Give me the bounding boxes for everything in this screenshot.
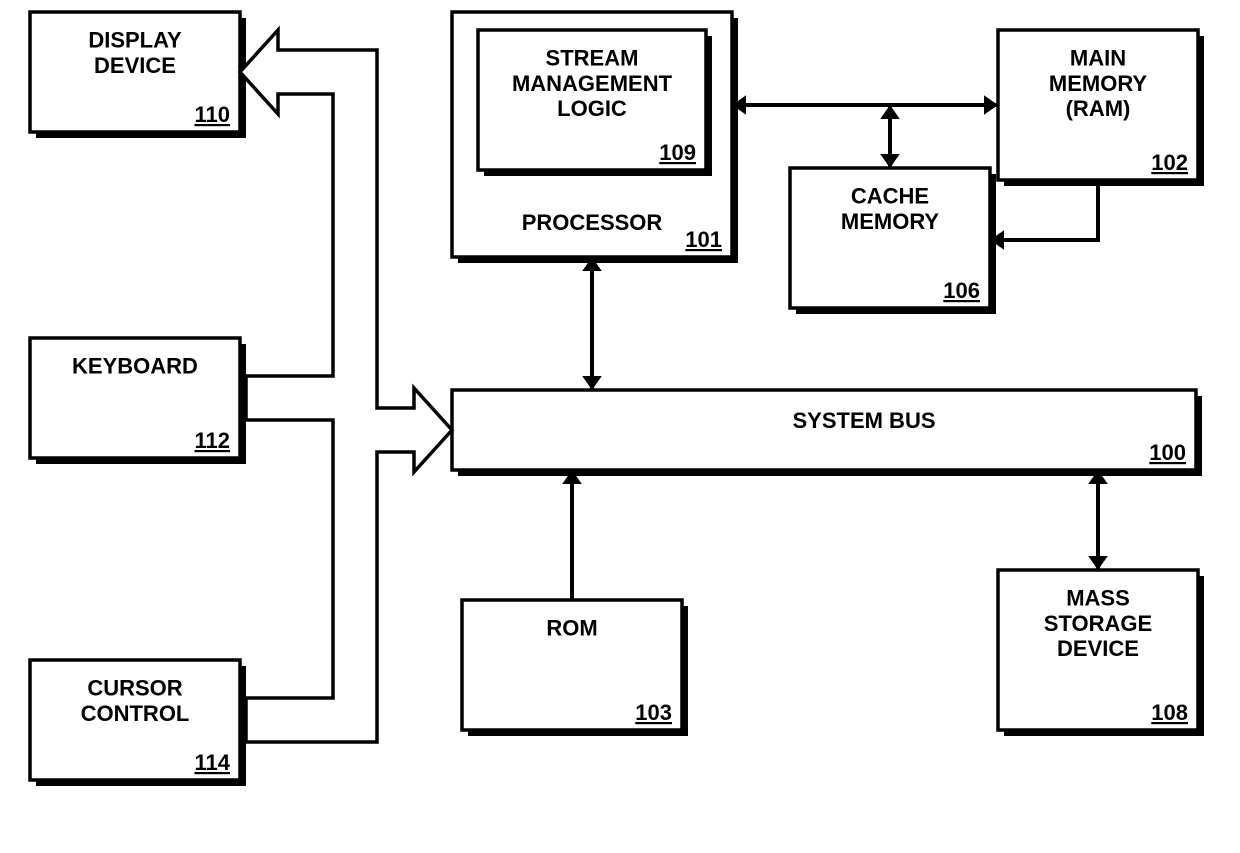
node-label: DEVICE (94, 53, 176, 78)
arrowhead (582, 376, 602, 390)
node-label: MASS (1066, 586, 1130, 611)
node-ref: 102 (1151, 150, 1188, 175)
node-ref: 100 (1149, 440, 1186, 465)
node-ref: 110 (195, 102, 231, 127)
node-sml: STREAMMANAGEMENTLOGIC 109 (478, 30, 712, 176)
node-label: LOGIC (557, 96, 627, 121)
node-label: CURSOR (87, 676, 182, 701)
node-label: CACHE (851, 184, 929, 209)
node-ref: 114 (195, 750, 231, 775)
node-ref: 112 (195, 428, 231, 453)
node-label: PROCESSOR (522, 210, 663, 235)
node-label: DISPLAY (88, 28, 182, 53)
node-label: STORAGE (1044, 611, 1152, 636)
node-cursor: CURSORCONTROL114 (30, 660, 246, 786)
node-ref: 108 (1151, 700, 1188, 725)
node-ref: 106 (943, 278, 980, 303)
hollow-arrow-merge (240, 30, 452, 742)
node-label: KEYBOARD (72, 354, 198, 379)
node-label: (RAM) (1066, 96, 1131, 121)
node-label: DEVICE (1057, 636, 1139, 661)
edge (990, 180, 1098, 240)
node-ram: MAINMEMORY(RAM) 102 (998, 30, 1204, 186)
node-mass: MASSSTORAGEDEVICE 108 (998, 570, 1204, 736)
node-label: MEMORY (841, 209, 940, 234)
node-label: CONTROL (81, 701, 190, 726)
node-ref: 109 (659, 140, 696, 165)
arrowhead (880, 105, 900, 119)
node-display: DISPLAYDEVICE 110 (30, 12, 246, 138)
node-label: SYSTEM BUS (792, 408, 935, 433)
node-ref: 101 (685, 227, 722, 252)
node-rom: ROM 103 (462, 600, 688, 736)
node-ref: 103 (635, 700, 672, 725)
arrowhead (1088, 556, 1108, 570)
node-label: ROM (546, 616, 597, 641)
node-label: MAIN (1070, 46, 1126, 71)
node-label: STREAM (546, 46, 639, 71)
system-block-diagram: DISPLAYDEVICE110KEYBOARD112CURSORCONTROL… (0, 0, 1240, 853)
node-label: MANAGEMENT (512, 71, 673, 96)
node-cache: CACHEMEMORY 106 (790, 168, 996, 314)
node-bus: SYSTEM BUS 100 (452, 390, 1202, 476)
node-keyboard: KEYBOARD 112 (30, 338, 246, 464)
arrowhead (880, 154, 900, 168)
arrowhead (984, 95, 998, 115)
node-label: MEMORY (1049, 71, 1148, 96)
